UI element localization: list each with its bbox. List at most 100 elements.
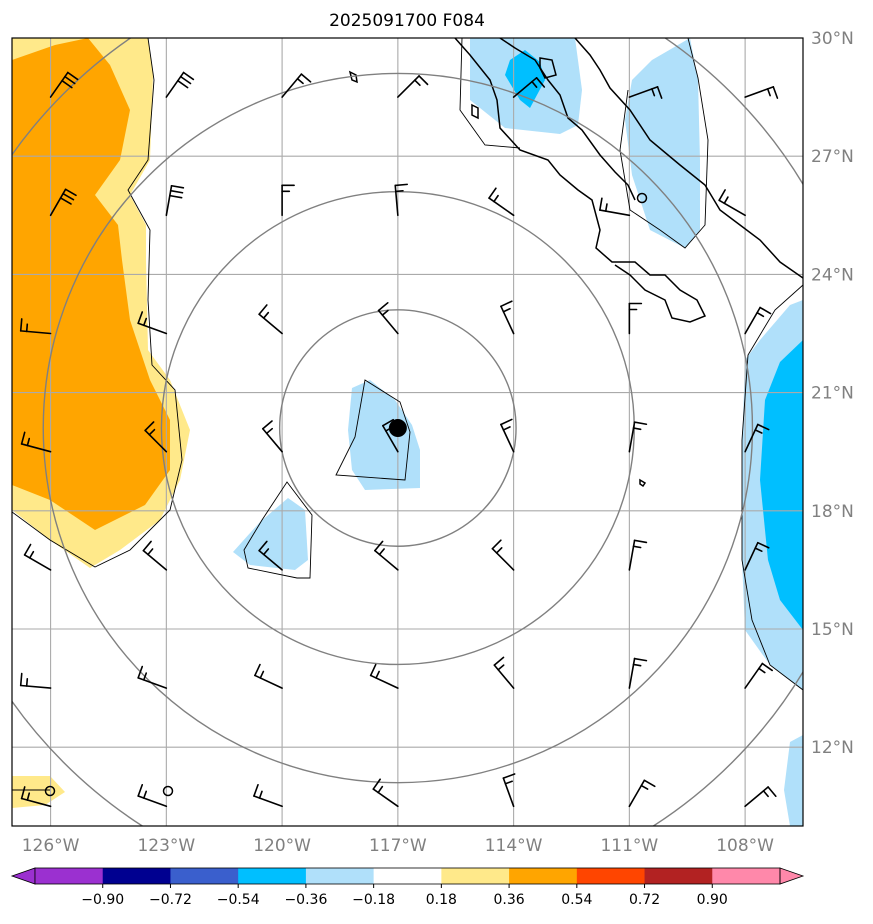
wind-barb (258, 540, 283, 571)
wind-barb (744, 541, 770, 571)
contour-line-east (741, 284, 803, 691)
longitude-tick-label: 108°W (716, 836, 774, 856)
colorbar-tick-label: 0.36 (494, 892, 525, 908)
wind-barb (377, 302, 399, 335)
wind-barb (369, 663, 399, 689)
coast-island-4 (639, 478, 647, 488)
wind-barb (512, 77, 546, 98)
wind-barb (165, 71, 195, 98)
contour-line-sw (243, 481, 313, 579)
wind-barb (744, 86, 779, 99)
colorbar-tick-label: −0.18 (352, 892, 395, 908)
gulf-island-3 (471, 103, 479, 120)
longitude-tick-label: 114°W (485, 836, 543, 856)
colorbar-extend-min (10, 867, 36, 885)
wind-barb (19, 318, 52, 335)
gulf-island-1 (539, 57, 557, 79)
colorbar-tick-label: −0.90 (81, 892, 124, 908)
wind-barb (628, 86, 663, 99)
latitude-tick-label: 15°N (811, 620, 854, 640)
colorbar-bin (509, 868, 578, 884)
wind-barb (372, 778, 399, 808)
calm-markers (44, 192, 648, 797)
wind-barb (20, 786, 52, 808)
latitude-tick-label: 24°N (811, 265, 854, 285)
wind-barb (142, 540, 168, 571)
wind-barb (500, 418, 515, 453)
colorbar-extend-max (779, 867, 805, 885)
mainland-coastline (574, 38, 803, 279)
wind-barb (49, 188, 77, 217)
latitude-tick-label: 30°N (811, 29, 854, 49)
wind-barb (744, 662, 773, 689)
contour-line-gulf (459, 38, 521, 149)
contour-line-west (12, 38, 183, 568)
colorbar-tick-label: 0.18 (426, 892, 457, 908)
calm-marker (636, 192, 648, 204)
calm-marker (162, 785, 174, 797)
baja-coastline-east (499, 38, 636, 201)
contour-line-mexico (619, 38, 709, 249)
wind-barb (500, 300, 515, 335)
wind-barb (144, 421, 168, 453)
colorbar-bin (712, 868, 781, 884)
wind-barb (20, 431, 52, 453)
colorbar-bin (373, 868, 442, 884)
longitude-tick-label: 120°W (253, 836, 311, 856)
longitude-tick-label: 123°W (137, 836, 195, 856)
colorbar-tick-label: 0.54 (561, 892, 592, 908)
wind-barb (19, 672, 52, 689)
colorbar-bin (441, 868, 510, 884)
wind-barb (744, 786, 777, 808)
contour-lines (12, 38, 803, 791)
wind-barb (23, 543, 52, 571)
calm-marker (44, 785, 56, 797)
wind-barb (628, 539, 648, 571)
negative-anomaly-mexico (625, 38, 700, 248)
negative-anomaly-se (784, 735, 803, 826)
latitude-labels: 30°N 27°N 24°N 21°N 18°N 15°N 12°N (811, 29, 854, 758)
wind-barb (281, 184, 295, 217)
longitude-tick-label: 117°W (369, 836, 427, 856)
longitude-tick-label: 126°W (22, 836, 80, 856)
positive-anomaly-orange (12, 38, 170, 530)
latitude-tick-label: 21°N (811, 384, 854, 404)
wind-barb (137, 665, 168, 689)
wind-barb (397, 75, 429, 98)
wind-barb (281, 73, 312, 98)
map-frame (11, 37, 804, 827)
coastlines (348, 38, 803, 488)
colorbar-tick-label: −0.36 (284, 892, 327, 908)
negative-anomaly-east-core (760, 340, 803, 630)
map-plot-area (12, 38, 803, 826)
wind-barb (744, 306, 772, 335)
wind-barb (394, 183, 408, 217)
longitude-tick-label: 111°W (600, 836, 658, 856)
wind-barb (628, 421, 648, 453)
latitude-tick-label: 12°N (811, 738, 854, 758)
colorbar-labels: −0.90 −0.72 −0.54 −0.36 −0.18 0.18 0.36 0.54 0.7… (81, 884, 728, 908)
wind-barb (718, 189, 746, 217)
storm-center-marker (388, 419, 407, 438)
range-ring (42, 72, 754, 784)
map-title: 2025091700 F084 (329, 11, 485, 31)
negative-anomaly-gulf-core (505, 50, 545, 108)
wind-barb (49, 71, 79, 98)
wind-barbs (19, 71, 779, 808)
contour-line-center (335, 379, 411, 481)
wind-barb (491, 539, 515, 571)
colorbar-bin (644, 868, 713, 884)
colorbar-tick-label: 0.72 (629, 892, 660, 908)
colorbar-tick-label: −0.72 (149, 892, 192, 908)
colorbar-bin (576, 868, 646, 884)
longitude-labels: 126°W 123°W 120°W 117°W 114°W 111°W 108°W (22, 836, 774, 856)
wind-barb (253, 783, 283, 808)
latitude-tick-label: 27°N (811, 147, 854, 167)
baja-coastline-west (454, 38, 707, 323)
wind-barb (628, 779, 656, 808)
wind-barb (744, 423, 770, 453)
negative-anomaly-sw (233, 498, 308, 570)
latitude-tick-label: 18°N (811, 502, 854, 522)
wind-barb (374, 540, 399, 571)
wind-barb (137, 783, 168, 808)
